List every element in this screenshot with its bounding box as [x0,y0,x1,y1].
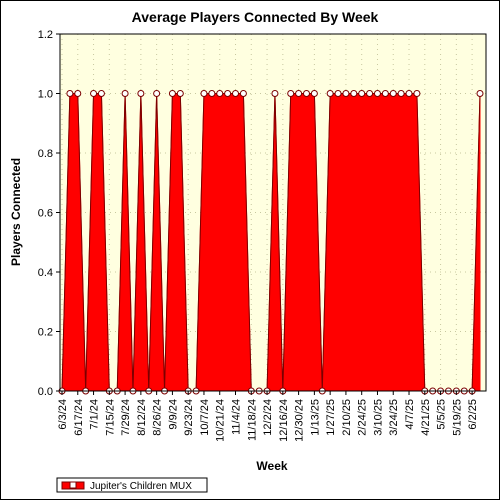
y-tick-label: 0.8 [38,148,53,160]
x-tick-label: 5/5/25 [436,399,448,430]
data-point [216,90,224,97]
data-point [342,90,350,97]
data-point [350,90,358,97]
x-tick-label: 8/12/24 [136,399,148,436]
y-tick-label: 0.6 [38,208,53,220]
x-axis-label: Week [256,459,287,473]
data-point [366,90,374,97]
legend: Jupiter's Children MUX [56,477,208,493]
x-tick-label: 11/18/24 [246,399,258,441]
data-point [90,90,98,97]
data-point [232,90,240,97]
data-point [413,90,421,97]
data-point [326,90,334,97]
y-tick-label: 0.4 [38,267,53,279]
data-point [200,90,208,97]
data-point [405,90,413,97]
data-point [168,90,176,97]
data-point [66,90,74,97]
data-point [381,90,389,97]
chart-title: Average Players Connected By Week [132,9,379,25]
data-point [310,90,318,97]
data-point [397,90,405,97]
x-tick-label: 4/21/25 [420,399,432,436]
legend-box [56,477,208,493]
legend-label: Jupiter's Children MUX [90,481,192,492]
x-tick-label: 9/23/24 [183,399,195,436]
x-tick-label: 1/27/25 [325,399,337,436]
x-tick-label: 1/13/25 [309,399,321,436]
x-tick-label: 12/30/24 [294,399,306,442]
data-point [389,90,397,97]
x-tick-label: 7/1/24 [89,399,101,430]
x-tick-label: 9/9/24 [167,399,179,430]
y-axis-label: Players Connected [9,158,23,266]
x-tick-label: 6/3/24 [57,399,69,430]
x-tick-label: 7/15/24 [104,399,116,436]
y-tick-label: 1.0 [38,89,53,101]
data-point [121,90,129,97]
x-axis: 6/3/24 6/17/24 7/1/24 7/15/24 7/29/24 8/12/24… [57,391,479,442]
x-tick-label: 10/7/24 [199,399,211,436]
data-point [373,90,381,97]
data-point [334,90,342,97]
x-tick-label: 2/24/25 [357,399,369,436]
x-tick-label: 11/4/24 [231,399,243,435]
x-tick-label: 2/10/25 [341,399,353,436]
x-tick-label: 3/10/25 [372,399,384,436]
data-point [224,90,232,97]
data-point [358,90,366,97]
data-point [176,90,184,97]
data-point [239,90,247,97]
data-point [153,90,161,97]
legend-marker [69,481,77,489]
data-point [208,90,216,97]
x-tick-label: 12/2/24 [262,399,274,436]
y-tick-label: 1.2 [38,29,53,41]
data-point [97,90,105,97]
x-tick-label: 5/19/25 [451,399,463,436]
data-point [137,90,145,97]
y-axis: 0.0 0.2 0.4 0.6 0.8 1.0 1.2 [38,29,60,398]
x-tick-label: 12/16/24 [278,399,290,442]
x-tick-label: 6/2/25 [467,399,479,430]
x-tick-label: 6/17/24 [73,399,85,436]
x-tick-label: 10/21/24 [215,399,227,442]
data-point [302,90,310,97]
data-point [476,90,484,97]
x-tick-label: 7/29/24 [120,399,132,436]
x-tick-label: 4/7/25 [404,399,416,430]
data-point [74,90,82,97]
y-tick-label: 0.2 [38,327,53,339]
data-point [271,90,279,97]
y-tick-label: 0.0 [38,386,53,398]
x-tick-label: 3/24/25 [388,399,400,436]
data-point [287,90,295,97]
data-point [295,90,303,97]
x-tick-label: 8/26/24 [152,399,164,436]
